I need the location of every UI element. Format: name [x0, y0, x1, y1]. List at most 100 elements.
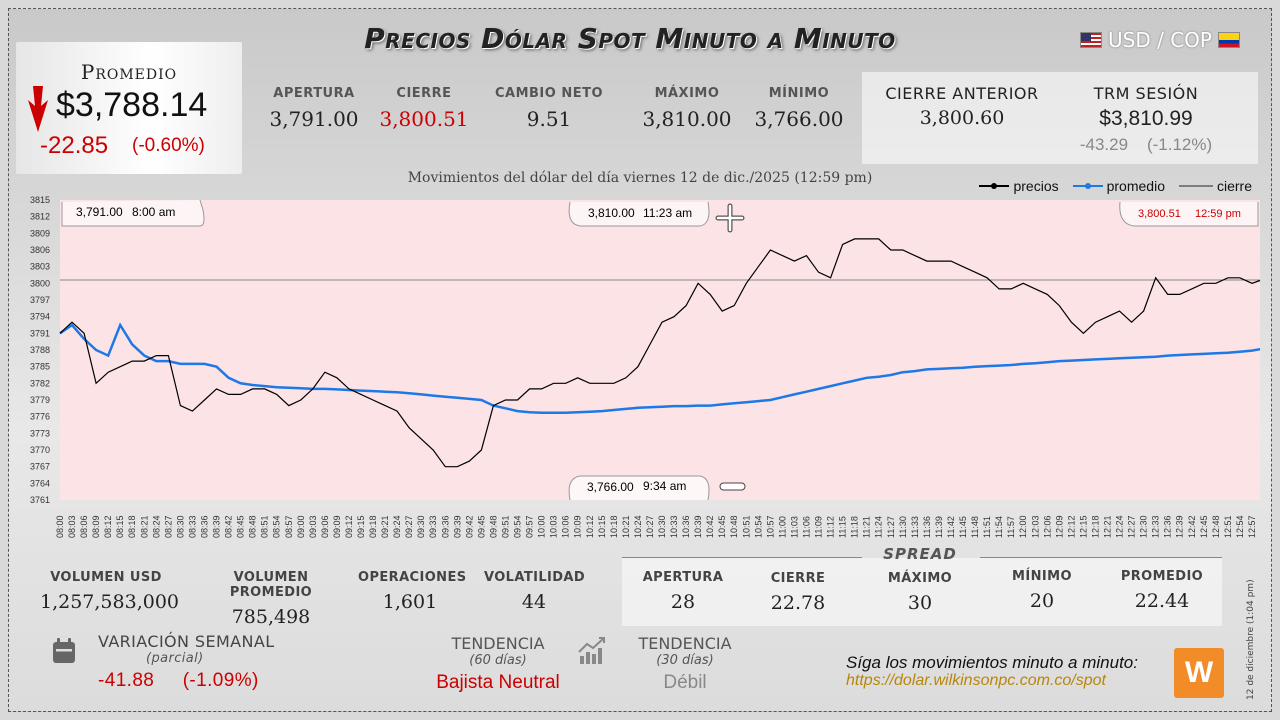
x-tick-label: 10:36: [681, 515, 691, 538]
average-change-pct: (-0.60%): [132, 135, 205, 156]
price-chart[interactable]: 3761 3764 3767 3770 3773 3776 3779 3782 3785 3788…: [0, 190, 1280, 546]
weekly-variation: VARIACIÓN SEMANAL (parcial) -41.88 (-1.0…: [98, 632, 275, 692]
stat-label: CAMBIO NETO: [494, 86, 604, 101]
x-tick-label: 11:24: [874, 516, 884, 538]
callout-close-price: 3,800.51: [1138, 208, 1181, 220]
chart-legend: precios promedio cierre: [979, 178, 1252, 194]
x-tick-label: 08:15: [115, 515, 125, 538]
stat-net-change: CAMBIO NETO 9.51: [494, 86, 604, 131]
x-tick-label: 12:27: [1127, 515, 1137, 538]
x-tick-label: 11:09: [814, 516, 824, 538]
x-tick-label: 10:15: [597, 515, 607, 538]
colombia-flag-icon: [1218, 32, 1240, 48]
bottom-stat-operations: OPERACIONES 1,601: [358, 570, 466, 613]
scroll-handle[interactable]: [719, 482, 746, 491]
weekly-change: -41.88: [98, 670, 155, 691]
x-tick-label: 09:03: [308, 515, 318, 538]
x-tick-label: 11:33: [910, 516, 920, 538]
legend-close-swatch: [1178, 185, 1213, 187]
x-tick-label: 11:42: [946, 516, 956, 538]
legend-average: promedio: [1072, 178, 1165, 194]
stat-label: VOLUMEN USD: [50, 570, 162, 585]
crosshair-cursor-icon: [715, 203, 745, 233]
trend-30-label: TENDENCIA: [638, 634, 732, 653]
trm-change: -43.29: [1079, 135, 1129, 154]
stat-label: PROMEDIO: [1120, 569, 1204, 584]
stat-value: 22.44: [1134, 590, 1190, 612]
x-tick-label: 08:54: [272, 515, 282, 538]
stat-max: MÁXIMO 3,810.00: [640, 86, 734, 131]
x-tick-label: 09:45: [476, 515, 486, 538]
x-tick-label: 10:12: [585, 515, 595, 538]
stat-label: CIERRE: [396, 86, 452, 101]
x-tick-label: 10:27: [645, 515, 655, 538]
stat-value: 3,810.00: [642, 107, 732, 131]
trend-60-label: TENDENCIA: [451, 634, 545, 653]
x-tick-label: 08:00: [55, 515, 65, 538]
promo-text: Síga los movimientos minuto a minuto:: [846, 653, 1138, 672]
x-tick-label: 11:54: [994, 516, 1004, 538]
legend-average-label: promedio: [1106, 178, 1165, 194]
callout-open-box: [61, 199, 205, 227]
x-tick-label: 12:03: [1030, 515, 1040, 538]
wilkinson-logo[interactable]: W: [1174, 648, 1224, 698]
weekly-variation-sub: (parcial): [146, 651, 204, 666]
y-tick-label: 3764: [30, 478, 50, 488]
x-tick-label: 11:15: [838, 516, 848, 538]
x-tick-label: 08:24: [151, 515, 161, 538]
logo-letter: W: [1184, 656, 1214, 689]
y-tick-label: 3815: [30, 195, 50, 205]
spread-title: SPREAD: [883, 545, 957, 563]
y-tick-label: 3797: [30, 295, 50, 305]
legend-close: cierre: [1178, 178, 1252, 194]
y-tick-label: 3800: [30, 278, 50, 288]
average-panel: Promedio $3,788.14 -22.85 (-0.60%): [16, 42, 242, 174]
callout-min-price: 3,766.00: [587, 480, 634, 494]
x-tick-label: 12:30: [1139, 515, 1149, 538]
y-tick-label: 3803: [30, 262, 50, 272]
x-tick-label: 08:57: [284, 515, 294, 538]
x-tick-label: 09:21: [380, 515, 390, 538]
x-tick-label: 10:30: [657, 515, 667, 538]
promo-link[interactable]: https://dolar.wilkinsonpc.com.co/spot: [846, 672, 1106, 689]
stat-value: 3,800.51: [379, 107, 469, 131]
trm-value: $3,810.99: [1099, 107, 1193, 130]
x-tick-label: 11:12: [826, 516, 836, 538]
legend-prices-label: precios: [1013, 178, 1059, 194]
prices-series-line: [59, 238, 1261, 468]
x-tick-label: 12:18: [1090, 515, 1100, 538]
callout-open: 3,791.00 8:00 am: [61, 199, 205, 227]
x-tick-label: 09:54: [513, 515, 523, 538]
x-tick-label: 12:39: [1175, 515, 1185, 538]
stat-label: MÁXIMO: [654, 86, 720, 101]
bottom-stat-avg-volume: VOLUMEN PROMEDIO 785,498: [196, 570, 346, 628]
callout-close-box: [1119, 201, 1259, 227]
x-tick-label: 09:18: [368, 515, 378, 538]
trend-chart-icon: [578, 637, 605, 664]
stat-open: APERTURA 3,791.00: [268, 86, 360, 131]
x-tick-label: 10:03: [549, 515, 559, 538]
x-tick-label: 12:06: [1042, 515, 1052, 538]
x-tick-label: 09:06: [320, 515, 330, 538]
x-tick-label: 12:00: [1018, 515, 1028, 538]
spread-divider-left: [622, 557, 862, 558]
trend-30-value: Débil: [663, 672, 707, 693]
average-value: $3,788.14: [56, 86, 208, 124]
chart-subtitle: Movimientos del dólar del día viernes 12…: [407, 170, 873, 186]
previous-close-panel: [862, 72, 1258, 164]
x-tick-label: 10:45: [717, 515, 727, 538]
legend-average-swatch: [1072, 183, 1103, 189]
x-tick-label: 08:03: [67, 515, 77, 538]
x-tick-label: 10:42: [705, 515, 715, 538]
legend-close-label: cierre: [1216, 178, 1252, 194]
x-tick-label: 10:09: [573, 515, 583, 538]
weekly-change-pct: (-1.09%): [182, 670, 259, 691]
x-tick-label: 11:06: [801, 516, 811, 538]
spread-open: APERTURA 28: [640, 570, 726, 613]
us-flag-icon: [1080, 32, 1103, 48]
callout-min-time: 9:34 am: [643, 479, 686, 493]
page-title: Precios Dólar Spot Minuto a Minuto: [364, 22, 896, 55]
spread-divider-right: [980, 557, 1222, 558]
x-tick-label: 10:06: [561, 515, 571, 538]
stat-min: MÍNIMO 3,766.00: [752, 86, 846, 131]
